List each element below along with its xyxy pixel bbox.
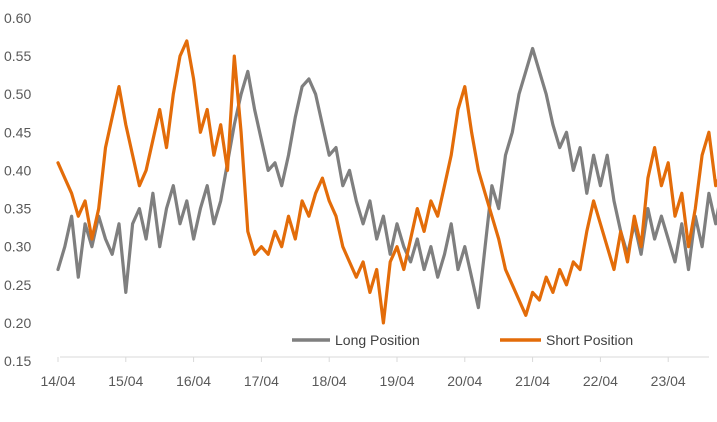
y-tick-label: 0.45 xyxy=(4,124,31,140)
y-tick-label: 0.55 xyxy=(4,48,31,64)
legend-label-short-position: Short Position xyxy=(546,332,633,348)
x-tick-label: 19/04 xyxy=(379,373,414,389)
legend-label-long-position: Long Position xyxy=(335,332,420,348)
y-tick-label: 0.40 xyxy=(4,162,31,178)
x-tick-label: 22/04 xyxy=(583,373,618,389)
x-tick-label: 15/04 xyxy=(108,373,143,389)
y-tick-label: 0.50 xyxy=(4,86,31,102)
y-tick-label: 0.20 xyxy=(4,315,31,331)
x-tick-label: 14/04 xyxy=(40,373,75,389)
x-tick-label: 18/04 xyxy=(312,373,347,389)
y-tick-label: 0.15 xyxy=(4,353,31,369)
x-tick-label: 17/04 xyxy=(244,373,279,389)
x-axis-ticks: 14/04 15/04 16/04 17/04 18/04 19/04 20/04 21/04… xyxy=(40,357,686,389)
y-tick-label: 0.60 xyxy=(4,10,31,26)
y-tick-label: 0.25 xyxy=(4,277,31,293)
x-tick-label: 16/04 xyxy=(176,373,211,389)
series-line-long-position xyxy=(56,46,717,310)
x-tick-label: 20/04 xyxy=(447,373,482,389)
y-tick-label: 0.30 xyxy=(4,239,31,255)
legend: Long Position Short Position xyxy=(292,332,633,348)
series-group xyxy=(56,39,717,325)
x-tick-label: 23/04 xyxy=(651,373,686,389)
y-axis-ticks: 0.60 0.55 0.50 0.45 0.40 0.35 0.30 0.25 0.20 0.15 xyxy=(4,10,31,369)
y-tick-label: 0.35 xyxy=(4,201,31,217)
x-tick-label: 21/04 xyxy=(515,373,550,389)
series-line-short-position xyxy=(56,39,717,325)
